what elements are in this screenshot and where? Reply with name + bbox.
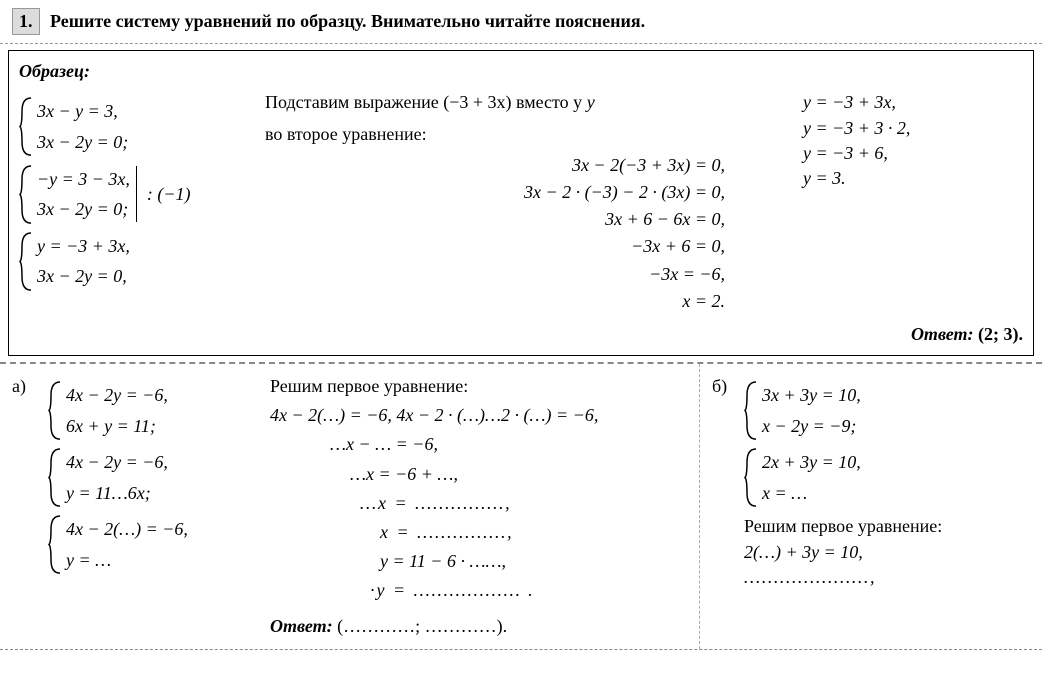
eq: y = 11…6x; bbox=[66, 478, 168, 509]
step: 3x + 6 − 6x = 0, bbox=[257, 207, 785, 232]
task-a: а) 4x − 2y = −6, 6x + y = 11; 4x − 2y = … bbox=[0, 364, 700, 649]
eq: x − 2y = −9; bbox=[762, 411, 861, 442]
system-1: 3x − y = 3, 3x − 2y = 0; bbox=[19, 96, 239, 157]
eq: y = … bbox=[66, 545, 188, 576]
eq: 3x − 2y = 0; bbox=[37, 127, 128, 158]
task-a-sys1: 4x − 2y = −6, 6x + y = 11; bbox=[48, 380, 258, 441]
eq: 6x + y = 11; bbox=[66, 411, 168, 442]
step: y = 11 − 6 · ……, bbox=[270, 549, 687, 574]
eq: 4x − 2y = −6, bbox=[66, 447, 168, 478]
eq: 3x − 2y = 0; bbox=[37, 194, 130, 225]
example-title: Образец: bbox=[19, 59, 1023, 84]
example-answer: Ответ: (2; 3). bbox=[19, 322, 1023, 347]
step: …x = −6 + …, bbox=[270, 462, 687, 487]
eq: 3x − 2y = 0, bbox=[37, 261, 130, 292]
eq: 3x − y = 3, bbox=[37, 96, 128, 127]
substitution-note-2: во второе уравнение: bbox=[257, 122, 785, 147]
worked-example: Образец: 3x − y = 3, 3x − 2y = 0; −y = 3… bbox=[8, 50, 1034, 356]
task-a-answer-label: Ответ: bbox=[270, 616, 333, 636]
eq: 4x − 2(…) = −6, bbox=[66, 514, 188, 545]
step: 4x − 2(…) = −6, 4x − 2 · (…)…2 · (…) = −… bbox=[270, 403, 687, 428]
back-sub: y = −3 + 6, bbox=[803, 141, 1023, 166]
operation: : (−1) bbox=[147, 182, 191, 207]
task-b: б) 3x + 3y = 10, x − 2y = −9; 2x + 3y = … bbox=[700, 364, 1042, 649]
task-a-label: а) bbox=[12, 374, 38, 399]
task-b-mid-title: Решим первое уравнение: bbox=[744, 514, 942, 539]
step: x = 2. bbox=[257, 289, 785, 314]
task-b-sys2: 2x + 3y = 10, x = … bbox=[744, 447, 942, 508]
eq: 4x − 2y = −6, bbox=[66, 380, 168, 411]
eq: x = … bbox=[762, 478, 861, 509]
back-sub: y = 3. bbox=[803, 166, 1023, 191]
eq: 2x + 3y = 10, bbox=[762, 447, 861, 478]
step: …………………, bbox=[744, 565, 942, 590]
step: ·y = ……………… . bbox=[270, 578, 687, 603]
exercise-header: 1. Решите систему уравнений по образцу. … bbox=[0, 0, 1042, 44]
substitution-note-1: Подставим выражение (−3 + 3x) вместо y y bbox=[257, 90, 785, 115]
step: x = ……………, bbox=[270, 520, 687, 545]
eq: −y = 3 − 3x, bbox=[37, 164, 130, 195]
back-sub: y = −3 + 3 · 2, bbox=[803, 116, 1023, 141]
system-3: y = −3 + 3x, 3x − 2y = 0, bbox=[19, 231, 239, 292]
eq: 3x + 3y = 10, bbox=[762, 380, 861, 411]
task-a-answer-val: (…………; …………). bbox=[337, 616, 507, 636]
exercise-instruction: Решите систему уравнений по образцу. Вни… bbox=[50, 11, 645, 31]
task-b-sys1: 3x + 3y = 10, x − 2y = −9; bbox=[744, 380, 942, 441]
step: …x − … = −6, bbox=[270, 432, 687, 457]
step: −3x = −6, bbox=[257, 262, 785, 287]
system-2: −y = 3 − 3x, 3x − 2y = 0; : (−1) bbox=[19, 164, 239, 225]
eq: y = −3 + 3x, bbox=[37, 231, 130, 262]
task-b-label: б) bbox=[712, 374, 738, 590]
step: …x = ……………, bbox=[270, 491, 687, 516]
back-sub: y = −3 + 3x, bbox=[803, 90, 1023, 115]
step: −3x + 6 = 0, bbox=[257, 234, 785, 259]
step: 2(…) + 3y = 10, bbox=[744, 540, 942, 565]
task-a-sys3: 4x − 2(…) = −6, y = … bbox=[48, 514, 258, 575]
exercise-number: 1. bbox=[12, 8, 40, 35]
task-a-sys2: 4x − 2y = −6, y = 11…6x; bbox=[48, 447, 258, 508]
step: 3x − 2(−3 + 3x) = 0, bbox=[257, 153, 785, 178]
step: 3x − 2 · (−3) − 2 · (3x) = 0, bbox=[257, 180, 785, 205]
task-a-mid-title: Решим первое уравнение: bbox=[270, 374, 687, 399]
